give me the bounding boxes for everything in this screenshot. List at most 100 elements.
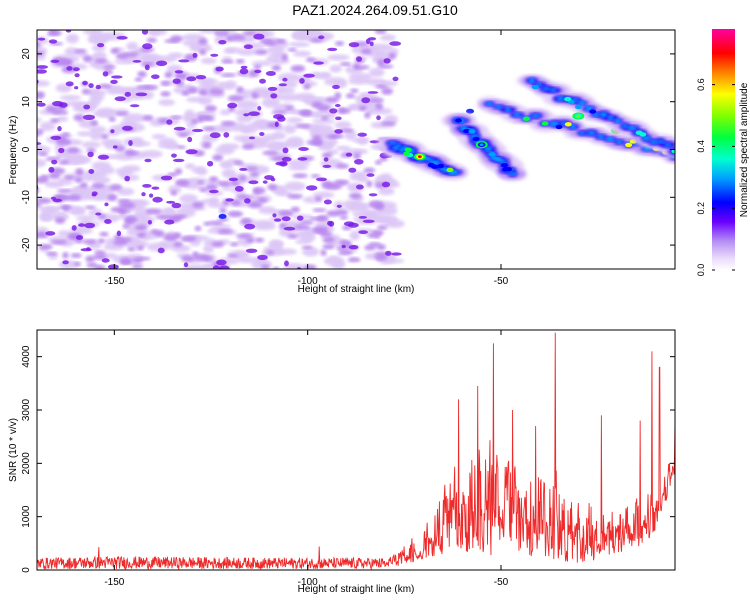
noise-speckle [274, 121, 279, 127]
noise-speckle [190, 42, 210, 51]
noise-speckle [298, 110, 311, 115]
noise-speckle [369, 140, 380, 144]
noise-speckle [237, 194, 253, 200]
ridge-blob [621, 124, 629, 128]
noise-speckle [126, 41, 139, 51]
noise-speckle [272, 266, 280, 269]
noise-speckle [127, 247, 135, 252]
noise-speckle [216, 259, 227, 266]
noise-speckle [37, 80, 50, 87]
noise-speckle [348, 72, 373, 81]
noise-speckle [88, 88, 100, 97]
noise-speckle [339, 215, 349, 220]
noise-speckle [200, 57, 217, 65]
noise-speckle [231, 180, 240, 187]
noise-speckle [128, 140, 133, 146]
noise-speckle [267, 183, 278, 191]
noise-speckle [294, 239, 313, 245]
noise-speckle [142, 184, 152, 188]
noise-speckle [216, 81, 231, 88]
snr-y-tick-label: 3000 [21, 398, 32, 421]
noise-speckle [314, 229, 327, 234]
noise-speckle [375, 50, 390, 58]
noise-speckle [356, 184, 364, 190]
noise-speckle [227, 95, 244, 102]
noise-speckle [98, 238, 106, 244]
noise-speckle [81, 141, 101, 149]
noise-speckle [353, 152, 361, 160]
noise-speckle [388, 52, 397, 60]
noise-speckle [209, 176, 219, 183]
noise-speckle [56, 138, 71, 146]
noise-speckle [259, 39, 274, 43]
noise-speckle [149, 193, 154, 198]
noise-speckle [299, 220, 314, 225]
noise-speckle [348, 42, 360, 48]
noise-speckle [110, 79, 118, 84]
noise-speckle [113, 239, 128, 246]
noise-speckle [76, 185, 88, 195]
noise-speckle [229, 242, 239, 247]
noise-speckle [368, 242, 382, 247]
noise-speckle [245, 166, 258, 171]
noise-speckle [202, 142, 211, 148]
noise-speckle [222, 30, 229, 36]
noise-speckle [292, 50, 312, 57]
noise-speckle [239, 167, 248, 171]
noise-speckle [62, 132, 70, 137]
ridge-core [437, 163, 445, 169]
noise-speckle [110, 87, 133, 93]
noise-speckle [298, 147, 309, 151]
noise-speckle [270, 93, 278, 99]
noise-speckle [116, 187, 135, 196]
noise-speckle [93, 51, 107, 62]
noise-speckle [327, 47, 338, 52]
noise-speckle [126, 216, 138, 224]
noise-speckle [329, 108, 338, 114]
noise-speckle [287, 47, 298, 52]
noise-speckle [223, 132, 230, 138]
spectrogram-y-tick-label: 0 [21, 146, 32, 152]
noise-speckle [278, 93, 302, 101]
noise-speckle [84, 222, 96, 229]
ridge-core [431, 164, 438, 169]
noise-speckle [290, 206, 300, 213]
noise-speckle [225, 198, 234, 202]
noise-speckle [80, 248, 92, 252]
noise-speckle [209, 189, 219, 194]
noise-speckle [381, 121, 396, 126]
noise-speckle [131, 257, 144, 263]
ridge-core [541, 121, 549, 126]
noise-speckle [274, 218, 282, 222]
noise-speckle [81, 88, 91, 95]
noise-speckle [136, 232, 146, 238]
noise-speckle [274, 85, 286, 94]
noise-speckle [251, 92, 259, 100]
noise-speckle [320, 249, 327, 256]
noise-speckle [107, 264, 119, 269]
noise-speckle [259, 78, 266, 84]
noise-speckle [66, 66, 73, 71]
noise-speckle [344, 130, 357, 141]
noise-speckle [257, 197, 268, 203]
noise-speckle [248, 111, 260, 116]
noise-speckle [331, 134, 345, 139]
noise-speckle [62, 252, 69, 259]
noise-speckle [282, 77, 288, 82]
noise-speckle [133, 141, 151, 147]
noise-speckle [235, 251, 246, 260]
noise-speckle [198, 96, 213, 105]
noise-speckle [97, 43, 105, 48]
noise-speckle [102, 71, 109, 77]
noise-speckle [114, 96, 126, 102]
ridge-blob [557, 96, 564, 101]
ridge-core [463, 128, 471, 134]
noise-speckle [273, 114, 285, 120]
noise-speckle [196, 180, 205, 185]
ridge-blob [614, 119, 622, 123]
noise-speckle [221, 59, 235, 64]
ridge-blob [550, 88, 557, 92]
noise-speckle [178, 132, 189, 138]
